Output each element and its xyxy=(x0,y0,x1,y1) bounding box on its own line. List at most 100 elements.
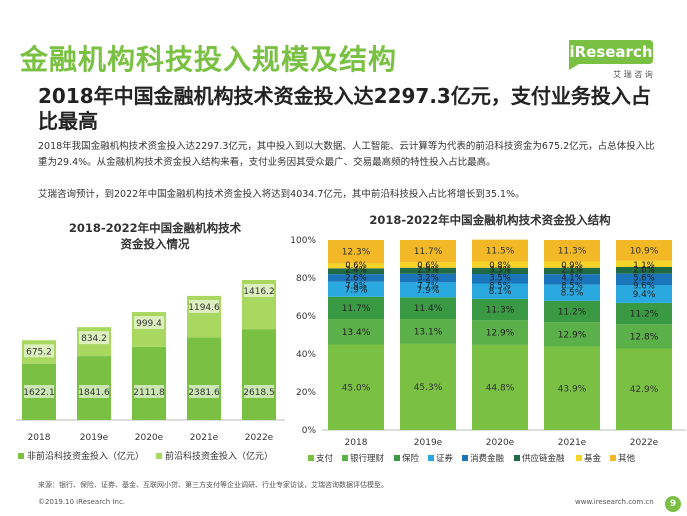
source-note: 来源：银行、保险、证券、基金、互联网小贷、第三方支付等企业调研、行业专家访谈，艾… xyxy=(38,481,388,489)
chart2-legend-swatch xyxy=(342,455,348,461)
chart2-legend-label: 消费金融 xyxy=(470,453,505,464)
chart2-y-tick: 60% xyxy=(296,312,316,322)
chart1-title-line2: 资金投入情况 xyxy=(120,237,190,251)
chart2-small-label: 7.7% xyxy=(417,282,439,292)
chart2-bar-2019e-支付 xyxy=(400,343,456,430)
chart2-bar-2019e-保险 xyxy=(400,297,456,320)
chart2-legend-label: 银行理财 xyxy=(350,453,385,464)
chart2-bar-2018-支付 xyxy=(328,344,384,430)
chart2-bar-2020e-保险 xyxy=(472,298,528,321)
chart2-bar-2021e-银行理财 xyxy=(544,322,600,347)
chart2-data-label: 11.2% xyxy=(558,307,587,317)
chart2-data-label: 13.1% xyxy=(414,327,443,337)
iresearch-logo-graphic: iResearch 艾 瑞 咨 询 xyxy=(569,40,653,79)
chart2-bar-2018-基金 xyxy=(328,263,384,269)
chart2-small-label: 0.9% xyxy=(561,261,583,271)
chart2-bar-2018-证券 xyxy=(328,281,384,297)
chart2-bar-2021e-支付 xyxy=(544,346,600,430)
chart2-data-label: 13.4% xyxy=(342,328,371,338)
chart2-bar-2022e-保险 xyxy=(616,302,672,325)
chart2-small-label: 8.5% xyxy=(489,282,511,292)
chart2-data-label: 42.9% xyxy=(630,385,659,395)
footer-url[interactable]: www.iresearch.com.cn xyxy=(575,498,654,506)
chart1-x-tick: 2018 xyxy=(28,433,51,443)
chart2-data-label: 11.2% xyxy=(630,310,659,320)
chart2-bar-2022e-基金 xyxy=(616,260,672,267)
chart2-data-label: 43.9% xyxy=(558,384,587,394)
chart2-data-label: 8.5% xyxy=(561,289,584,299)
chart1-label-bg xyxy=(79,385,109,398)
chart1-legend-swatch xyxy=(156,453,162,459)
chart2-small-label: 2.1% xyxy=(561,266,583,276)
chart2-data-label: 12.9% xyxy=(558,330,587,340)
chart2-bar-2020e-证券 xyxy=(472,283,528,299)
chart1-title: 2018-2022年中国金融机构技术 资金投入情况 xyxy=(30,220,280,252)
chart2-data-label: 11.7% xyxy=(414,247,443,257)
chart2-bar-2020e-消费金融 xyxy=(472,274,528,284)
chart1-legend-label: 前沿科技资金投入（亿元） xyxy=(165,450,273,462)
chart2-bar-2021e-其他 xyxy=(544,240,600,262)
chart2-bar-2018-银行理财 xyxy=(328,319,384,345)
chart2-data-label: 7.9% xyxy=(345,285,368,295)
chart2-y-tick: 40% xyxy=(296,350,316,360)
chart2-bar-2022e-其他 xyxy=(616,240,672,261)
chart1-data-label: 1416.2 xyxy=(243,287,275,297)
chart2-bar-2018-消费金融 xyxy=(328,274,384,282)
chart2-bar-2019e-证券 xyxy=(400,282,456,298)
chart2-small-label: 0.8% xyxy=(489,261,511,271)
chart2-small-label: 3.2% xyxy=(417,274,439,284)
chart1-bar-2020e-s0 xyxy=(132,346,166,420)
chart1-label-bg xyxy=(134,385,164,398)
chart1-data-label: 834.2 xyxy=(81,334,107,344)
chart2-small-label: 1.1% xyxy=(633,261,655,271)
chart1-data-label: 2381.6 xyxy=(188,388,220,398)
chart1-x-tick: 2021e xyxy=(190,433,219,443)
chart2-data-label: 11.7% xyxy=(342,304,371,314)
page-number: 9 xyxy=(665,496,681,512)
chart1-data-label: 2111.8 xyxy=(133,388,165,398)
chart2-small-label: 9.6% xyxy=(633,282,655,292)
chart2-x-tick: 2020e xyxy=(486,438,515,448)
chart2-small-label: 2.9% xyxy=(417,266,439,276)
chart1-label-bg xyxy=(79,331,109,345)
chart2-bar-2018-其他 xyxy=(328,240,384,264)
chart1-bar-2022e-s0 xyxy=(242,329,276,420)
chart2-bar-2018-保险 xyxy=(328,296,384,320)
chart2-data-label: 12.9% xyxy=(486,329,515,339)
chart1-label-bg xyxy=(134,316,164,330)
chart2-y-tick: 0% xyxy=(302,426,317,436)
chart2-bar-2019e-供应链金融 xyxy=(400,267,456,274)
chart2-bar-2022e-供应链金融 xyxy=(616,266,672,274)
chart2-bar-2019e-基金 xyxy=(400,262,456,268)
chart1-data-label: 1622.1 xyxy=(23,388,55,398)
chart2-small-label: 3.3% xyxy=(489,266,511,276)
chart2-data-label: 45.0% xyxy=(342,383,371,393)
chart2-bar-2021e-消费金融 xyxy=(544,274,600,285)
chart2-data-label: 44.8% xyxy=(486,383,515,393)
chart2-bar-2022e-银行理财 xyxy=(616,324,672,349)
chart1-x-tick: 2020e xyxy=(135,433,164,443)
chart2-legend-swatch xyxy=(610,455,616,461)
chart2-x-tick: 2018 xyxy=(345,438,368,448)
chart2-data-label: 45.3% xyxy=(414,383,443,393)
chart1-bar-2021e-s0 xyxy=(187,337,221,420)
chart1-data-label: 999.4 xyxy=(136,319,162,329)
chart2-data-label: 7.9% xyxy=(417,286,440,296)
chart2-bar-2020e-供应链金融 xyxy=(472,267,528,275)
chart2-legend-swatch xyxy=(462,455,468,461)
page-subtitle: 2018年中国金融机构技术资金投入达2297.3亿元，支付业务投入占比最高 xyxy=(38,84,651,133)
chart1-title-line1: 2018-2022年中国金融机构技术 xyxy=(68,221,242,235)
chart2-data-label: 10.9% xyxy=(630,246,659,256)
chart1-label-bg xyxy=(244,284,274,297)
chart2-data-label: 11.3% xyxy=(558,247,587,257)
chart2-small-label: 3.5% xyxy=(489,274,511,284)
chart1-label-bg xyxy=(189,385,219,398)
chart2-legend-swatch xyxy=(308,455,314,461)
chart1-data-label: 2618.5 xyxy=(243,388,275,398)
chart2-data-label: 8.1% xyxy=(489,287,512,297)
chart2-data-label: 12.3% xyxy=(342,248,371,258)
chart2-bar-2019e-银行理财 xyxy=(400,319,456,344)
chart2-bar-2020e-基金 xyxy=(472,261,528,268)
chart1-data-label: 1841.6 xyxy=(78,388,110,398)
